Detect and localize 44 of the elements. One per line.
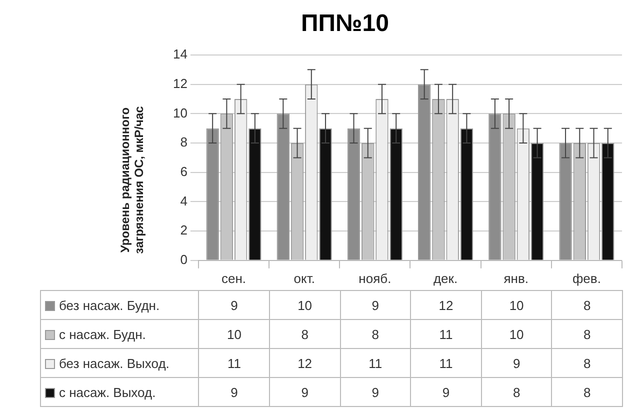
y-tick-label: 12 xyxy=(172,76,188,91)
y-tick-label: 10 xyxy=(172,105,188,120)
data-label: 12 xyxy=(270,348,340,378)
data-label: 10 xyxy=(481,290,552,320)
legend-label: без насаж. Будн. xyxy=(40,290,199,320)
x-tick-label: нояб. xyxy=(358,270,392,286)
data-label: 8 xyxy=(552,378,622,406)
data-label: 10 xyxy=(270,290,340,320)
y-tick-label: 14 xyxy=(172,46,188,62)
data-label: 10 xyxy=(481,320,552,348)
data-label: 9 xyxy=(270,378,340,406)
data-label: 8 xyxy=(270,320,340,348)
data-label: 9 xyxy=(198,290,270,320)
data-label: 11 xyxy=(340,348,411,378)
x-tick-label: дек. xyxy=(433,270,458,286)
data-label: 8 xyxy=(481,378,552,406)
legend-label: без насаж. Выход. xyxy=(40,348,199,378)
data-label: 8 xyxy=(552,348,622,378)
y-tick-label: 8 xyxy=(180,134,188,150)
chart-title: ПП№10 xyxy=(300,10,390,38)
data-label: 9 xyxy=(410,378,482,406)
x-tick-label: фев. xyxy=(572,270,601,286)
legend-label: с насаж. Будн. xyxy=(40,320,199,348)
x-tick-label: окт. xyxy=(294,270,315,286)
data-label: 9 xyxy=(198,378,270,406)
data-label: 9 xyxy=(340,378,411,406)
data-label: 8 xyxy=(552,290,622,320)
data-label: 8 xyxy=(552,320,622,348)
data-label: 10 xyxy=(198,320,270,348)
y-tick-label: 0 xyxy=(180,252,188,267)
data-label: 11 xyxy=(198,348,270,378)
y-tick-label: 4 xyxy=(180,193,188,208)
data-label: 9 xyxy=(340,290,411,320)
data-label: 8 xyxy=(340,320,411,348)
legend-label: с насаж. Выход. xyxy=(40,378,199,406)
y-tick-label: 6 xyxy=(180,164,188,179)
y-tick-label: 2 xyxy=(180,222,188,238)
x-tick-label: янв. xyxy=(504,270,528,286)
y-axis-title: Уровень радиационного загрязнения ОС, мкР/час xyxy=(118,105,147,256)
data-label: 11 xyxy=(410,320,482,348)
data-label: 9 xyxy=(481,348,552,378)
data-label: 12 xyxy=(410,290,482,320)
data-label: 11 xyxy=(410,348,482,378)
x-tick-label: сен. xyxy=(221,270,246,286)
